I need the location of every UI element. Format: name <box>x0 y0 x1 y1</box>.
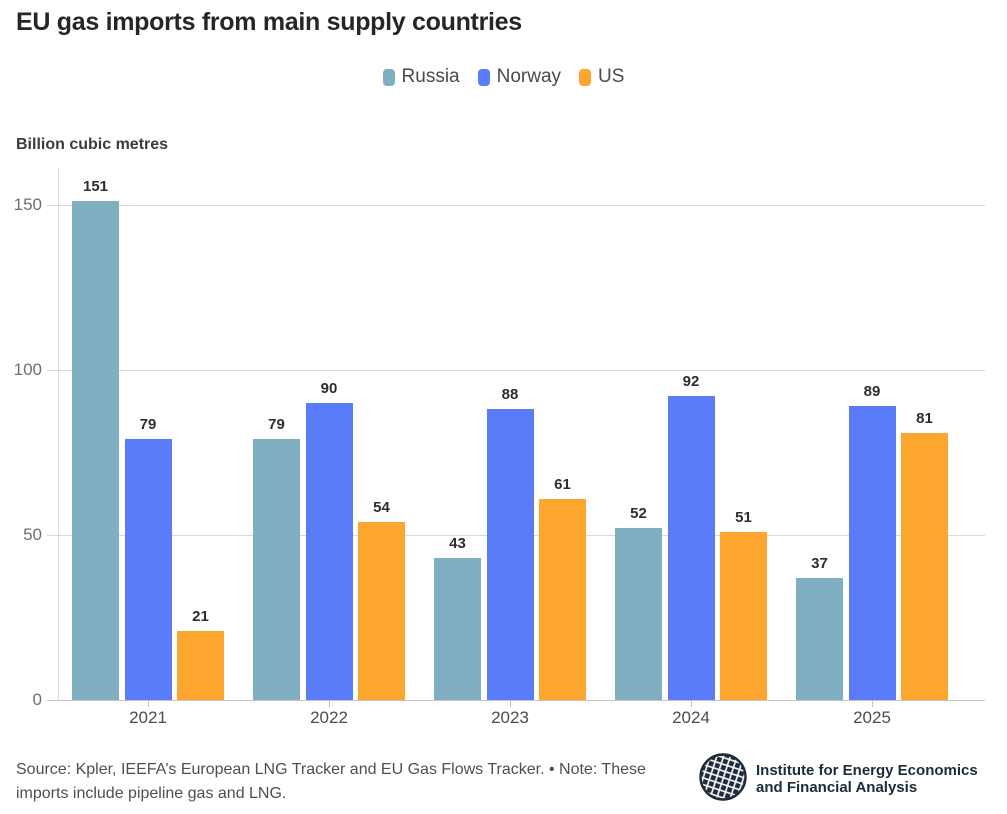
value-label: 92 <box>682 373 700 391</box>
x-axis-label: 2024 <box>672 708 710 727</box>
chart-title: EU gas imports from main supply countrie… <box>16 8 522 36</box>
bar-us-2022 <box>358 521 405 700</box>
value-label: 88 <box>501 386 519 404</box>
globe-icon <box>698 752 748 807</box>
source-note-line2: imports include pipeline gas and LNG. <box>16 785 287 802</box>
y-axis-line <box>58 168 59 700</box>
ieefa-logo: Institute for Energy Economics and Finan… <box>698 752 978 807</box>
y-axis-tick-label: 0 <box>32 690 42 709</box>
value-label: 51 <box>735 508 752 526</box>
value-label: 54 <box>373 498 390 516</box>
legend-swatch-icon <box>579 68 592 86</box>
value-label: 61 <box>554 475 571 493</box>
legend-swatch-icon <box>477 68 490 86</box>
value-label: 37 <box>811 554 828 572</box>
bar-russia-2023 <box>434 558 481 700</box>
bar-us-2021 <box>177 630 224 700</box>
bar-norway-2022 <box>305 402 353 700</box>
legend-item-russia: Russia <box>382 66 460 88</box>
value-label: 151 <box>82 178 109 196</box>
logo-text-line2: and Financial Analysis <box>756 778 918 796</box>
y-axis-unit-label: Billion cubic metres <box>16 136 169 153</box>
value-label: 79 <box>139 416 157 434</box>
value-label: 81 <box>916 409 933 427</box>
bar-us-2024 <box>720 531 767 700</box>
bar-russia-2024 <box>615 528 662 700</box>
x-axis-tick <box>691 700 692 707</box>
y-axis-tick-label: 150 <box>13 194 42 214</box>
legend-swatch-icon <box>382 68 395 86</box>
legend: Russia Norway US <box>0 66 1007 88</box>
bar-russia-2022 <box>253 439 300 700</box>
x-axis-tick <box>510 700 511 707</box>
value-label: 52 <box>630 505 647 523</box>
bar-norway-2021 <box>124 439 172 700</box>
source-note-line1: Source: Kpler, IEEFA’s European LNG Trac… <box>16 761 646 778</box>
gridline-150 <box>47 204 985 206</box>
value-label: 89 <box>863 383 881 401</box>
bar-us-2025 <box>901 432 948 700</box>
bar-norway-2023 <box>486 409 534 700</box>
x-axis-label: 2023 <box>491 708 529 727</box>
gridline-0 <box>47 700 985 701</box>
bar-russia-2025 <box>796 577 843 700</box>
x-axis-tick <box>148 700 149 707</box>
value-label: 90 <box>320 379 338 397</box>
bar-us-2023 <box>539 498 586 700</box>
y-axis-tick-label: 50 <box>23 524 42 544</box>
bar-russia-2021 <box>72 201 119 700</box>
legend-item-norway: Norway <box>477 66 562 88</box>
value-label: 43 <box>449 535 466 552</box>
value-label: 21 <box>192 607 209 625</box>
x-axis-label: 2021 <box>129 708 167 727</box>
y-axis-tick-label: 100 <box>13 359 42 379</box>
bar-norway-2025 <box>848 406 896 700</box>
x-axis-tick <box>329 700 330 707</box>
value-label: 79 <box>268 416 285 434</box>
legend-label: Norway <box>496 66 562 87</box>
bar-norway-2024 <box>667 396 715 700</box>
gridline-100 <box>47 369 985 371</box>
source-note: Source: Kpler, IEEFA’s European LNG Trac… <box>16 758 646 806</box>
x-axis-tick <box>872 700 873 707</box>
legend-label: Russia <box>401 66 460 87</box>
legend-item-us: US <box>579 66 624 88</box>
logo-text-line1: Institute for Energy Economics <box>756 761 978 779</box>
x-axis-label: 2022 <box>310 708 348 727</box>
legend-label: US <box>598 66 625 87</box>
x-axis-label: 2025 <box>853 708 891 727</box>
logo-text: Institute for Energy Economics and Finan… <box>756 761 978 797</box>
